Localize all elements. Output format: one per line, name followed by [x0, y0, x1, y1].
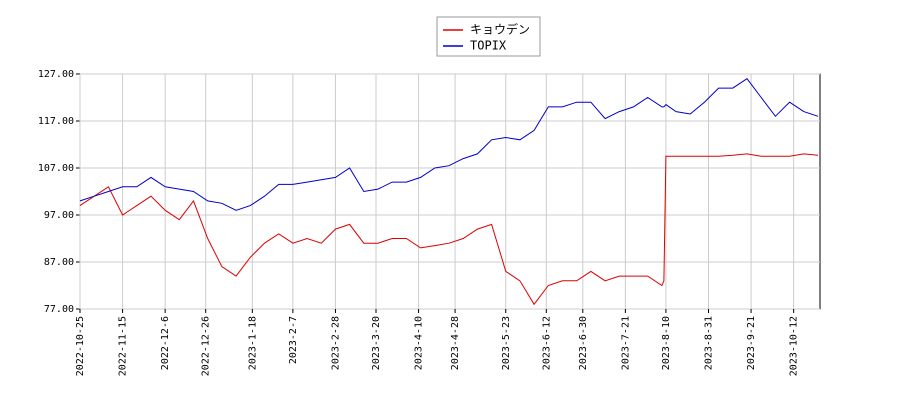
x-tick-label: 2023-1-18 [247, 316, 258, 370]
x-tick-label: 2023-6-12 [541, 316, 552, 370]
y-tick-label: 117.00 [38, 116, 74, 127]
legend-box [436, 16, 541, 57]
legend-label: TOPIX [470, 39, 507, 53]
x-tick-label: 2023-5-23 [501, 316, 512, 370]
x-tick-label: 2023-8-31 [703, 316, 714, 370]
series-line [79, 153, 819, 306]
series-line [79, 78, 819, 211]
x-tick-label: 2023-6-30 [578, 316, 589, 370]
x-tick-label: 2022-11-15 [118, 316, 129, 376]
legend-label: キョウデン [470, 22, 530, 37]
y-tick-label: 97.00 [44, 210, 74, 221]
x-tick-label: 2022-12-6 [160, 316, 171, 370]
y-tick-label: 107.00 [38, 163, 74, 174]
x-tick-label: 2023-7-21 [620, 316, 631, 370]
y-tick-label: 127.00 [38, 69, 74, 80]
y-tick-label: 87.00 [44, 257, 74, 268]
x-tick-label: 2023-4-10 [414, 316, 425, 370]
x-tick-label: 2022-12-26 [201, 316, 212, 376]
x-tick-label: 2023-9-21 [746, 316, 757, 370]
x-tick-label: 2023-4-28 [450, 316, 461, 370]
x-tick-label: 2022-10-25 [75, 316, 86, 376]
x-tick-label: 2023-2-7 [288, 316, 299, 364]
x-tick-label: 2023-10-12 [789, 316, 800, 376]
x-tick-label: 2023-3-20 [371, 316, 382, 370]
x-tick-label: 2023-8-10 [661, 316, 672, 370]
x-tick-label: 2023-2-28 [330, 316, 341, 370]
y-tick-label: 77.00 [44, 304, 74, 315]
